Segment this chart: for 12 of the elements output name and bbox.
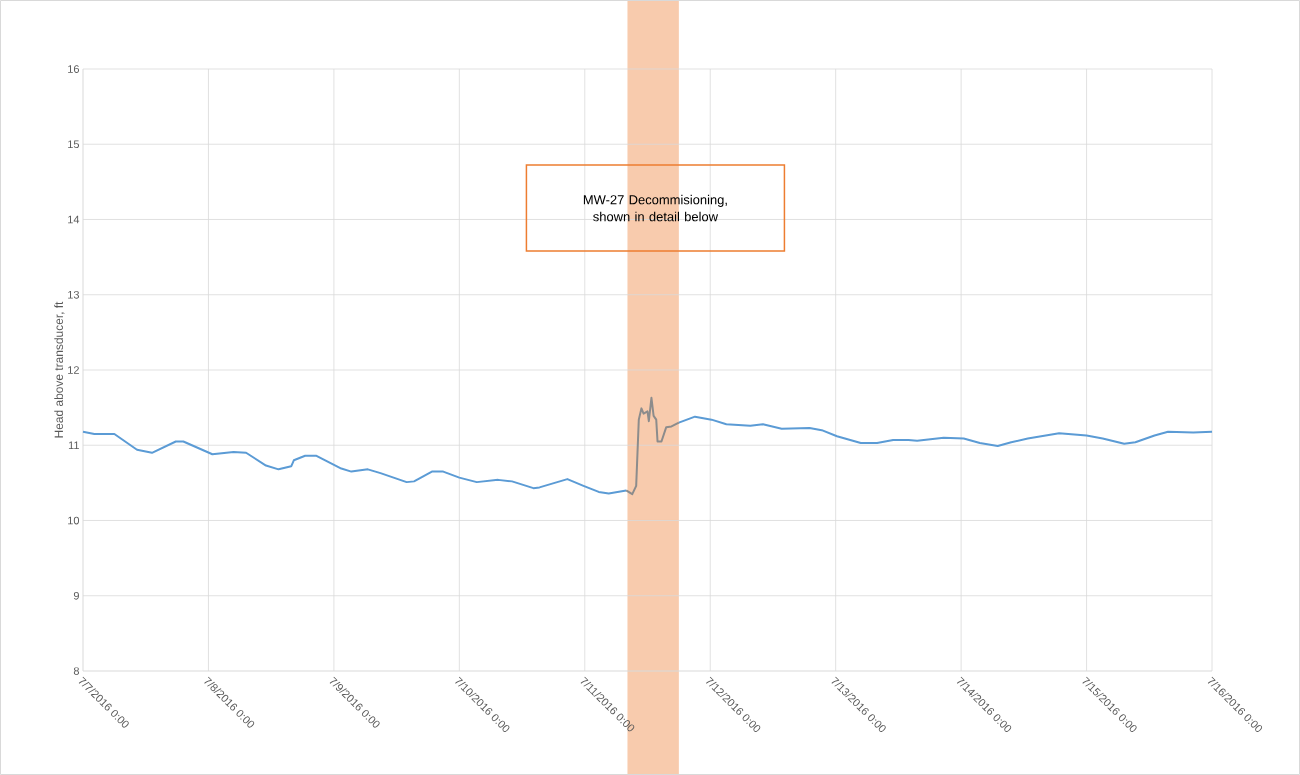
line-series xyxy=(625,396,680,496)
y-tick-label: 14 xyxy=(68,215,80,224)
y-tick-label: 8 xyxy=(73,667,79,675)
y-tick-label: 9 xyxy=(73,591,79,600)
y-tick-label: 12 xyxy=(68,366,79,374)
y-tick-label: 16 xyxy=(68,65,79,73)
annotation: MW-27 Decommisioning, shown in detail below xyxy=(583,194,727,222)
y-tick-label: 11 xyxy=(68,441,79,450)
y-tick-label: 10 xyxy=(68,516,80,525)
y-axis-title: Head above transducer, ft xyxy=(54,301,65,438)
y-tick-label: 13 xyxy=(68,290,79,299)
y-tick-label: 15 xyxy=(68,140,80,149)
